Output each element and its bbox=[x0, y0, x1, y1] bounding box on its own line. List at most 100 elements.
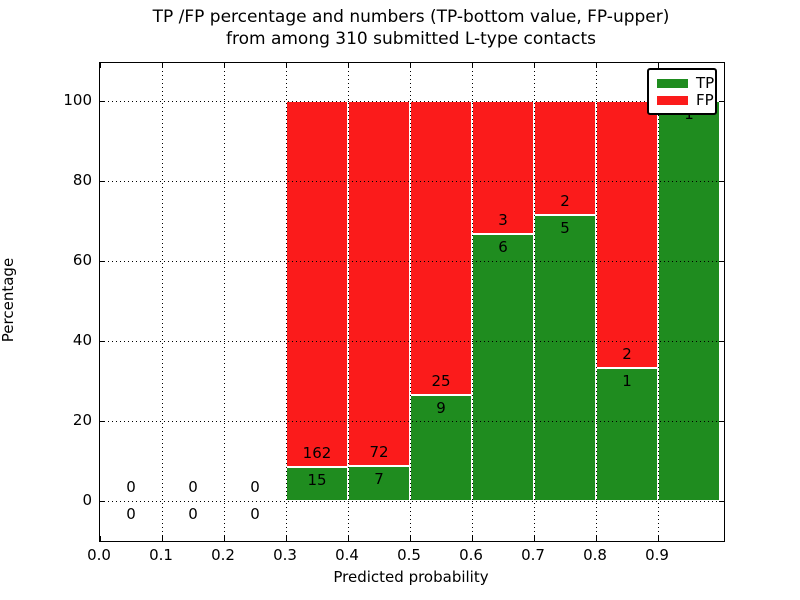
x-tick-mark-bottom bbox=[596, 536, 597, 541]
legend: TP FP bbox=[647, 68, 717, 115]
y-gridline bbox=[100, 261, 724, 262]
x-axis-label: Predicted probability bbox=[333, 568, 489, 586]
x-tick-mark-top bbox=[286, 63, 287, 68]
chart-title: TP /FP percentage and numbers (TP-bottom… bbox=[99, 6, 723, 50]
x-tick-label: 0.3 bbox=[273, 546, 297, 564]
x-tick-mark-bottom bbox=[658, 536, 659, 541]
x-tick-mark-bottom bbox=[472, 536, 473, 541]
x-tick-mark-bottom bbox=[162, 536, 163, 541]
fp-count-label: 25 bbox=[431, 372, 451, 391]
legend-label-tp: TP bbox=[696, 74, 715, 92]
x-tick-mark-top bbox=[472, 63, 473, 68]
fp-count-label: 0 bbox=[250, 478, 260, 496]
x-tick-mark-top bbox=[162, 63, 163, 68]
y-gridline bbox=[100, 421, 724, 422]
x-tick-label: 0.6 bbox=[459, 546, 483, 564]
tp-count-label: 0 bbox=[188, 505, 198, 523]
y-tick-label: 40 bbox=[72, 331, 92, 349]
legend-entry-fp: FP bbox=[657, 92, 715, 109]
y-gridline bbox=[100, 341, 724, 342]
x-tick-label: 0.5 bbox=[397, 546, 421, 564]
x-gridline bbox=[658, 63, 659, 541]
y-tick-mark-right bbox=[719, 501, 724, 502]
y-gridline bbox=[100, 501, 724, 502]
plot-area: TP FP 000000162157272593625211 bbox=[99, 62, 725, 542]
y-tick-mark-left bbox=[100, 181, 105, 182]
x-gridline bbox=[410, 63, 411, 541]
tp-count-label: 9 bbox=[436, 399, 446, 418]
tp-bar-segment bbox=[472, 234, 534, 501]
chart-title-line2: from among 310 submitted L-type contacts bbox=[225, 29, 596, 49]
fp-count-label: 0 bbox=[188, 478, 198, 496]
y-tick-mark-left bbox=[100, 101, 105, 102]
x-tick-mark-top bbox=[410, 63, 411, 68]
fp-bar-segment bbox=[472, 101, 534, 235]
y-tick-label: 100 bbox=[63, 91, 92, 109]
y-tick-mark-right bbox=[719, 421, 724, 422]
x-tick-mark-top bbox=[100, 63, 101, 68]
x-tick-mark-top bbox=[224, 63, 225, 68]
y-gridline bbox=[100, 181, 724, 182]
legend-label-fp: FP bbox=[696, 91, 714, 109]
tp-bar-segment bbox=[286, 467, 348, 501]
x-tick-label: 0.4 bbox=[335, 546, 359, 564]
y-tick-mark-left bbox=[100, 421, 105, 422]
tp-bar-segment bbox=[348, 465, 410, 501]
fp-color-swatch bbox=[657, 96, 688, 105]
y-tick-label: 20 bbox=[72, 411, 92, 429]
fp-bar-segment bbox=[410, 101, 472, 396]
x-tick-label: 0.0 bbox=[87, 546, 111, 564]
fp-count-label: 72 bbox=[369, 442, 389, 461]
tp-count-label: 7 bbox=[374, 469, 384, 488]
x-tick-mark-top bbox=[658, 63, 659, 68]
x-tick-label: 0.1 bbox=[149, 546, 173, 564]
tp-bar-segment bbox=[658, 101, 720, 501]
y-tick-label: 80 bbox=[72, 171, 92, 189]
x-tick-mark-bottom bbox=[534, 536, 535, 541]
y-tick-mark-right bbox=[719, 261, 724, 262]
tp-color-swatch bbox=[657, 79, 688, 88]
x-tick-label: 0.7 bbox=[521, 546, 545, 564]
x-tick-label: 0.9 bbox=[645, 546, 669, 564]
x-tick-mark-bottom bbox=[100, 536, 101, 541]
legend-entry-tp: TP bbox=[657, 75, 715, 92]
fp-bar-segment bbox=[596, 101, 658, 368]
y-tick-mark-right bbox=[719, 181, 724, 182]
fp-count-label: 0 bbox=[126, 478, 136, 496]
x-tick-mark-bottom bbox=[224, 536, 225, 541]
fp-count-label: 162 bbox=[302, 444, 332, 463]
y-tick-mark-left bbox=[100, 341, 105, 342]
x-tick-label: 0.2 bbox=[211, 546, 235, 564]
x-tick-mark-top bbox=[534, 63, 535, 68]
x-gridline bbox=[472, 63, 473, 541]
fp-bar-segment bbox=[348, 101, 410, 466]
y-tick-mark-right bbox=[719, 101, 724, 102]
chart-title-line1: TP /FP percentage and numbers (TP-bottom… bbox=[152, 7, 670, 27]
tp-count-label: 5 bbox=[560, 219, 570, 238]
tp-bar-segment bbox=[410, 395, 472, 501]
x-tick-mark-bottom bbox=[348, 536, 349, 541]
tp-count-label: 0 bbox=[250, 505, 260, 523]
fp-bar-segment bbox=[534, 101, 596, 216]
y-tick-mark-left bbox=[100, 261, 105, 262]
y-gridline bbox=[100, 101, 724, 102]
x-tick-mark-bottom bbox=[286, 536, 287, 541]
tp-count-label: 15 bbox=[307, 471, 327, 490]
x-gridline bbox=[534, 63, 535, 541]
y-tick-mark-left bbox=[100, 501, 105, 502]
tp-count-label: 6 bbox=[498, 238, 508, 257]
fp-bar-segment bbox=[286, 101, 348, 468]
tp-bar-segment bbox=[596, 367, 658, 501]
fp-count-label: 3 bbox=[498, 211, 508, 230]
x-tick-mark-bottom bbox=[410, 536, 411, 541]
tp-bar-segment bbox=[534, 215, 596, 501]
y-tick-mark-right bbox=[719, 341, 724, 342]
x-gridline bbox=[162, 63, 163, 541]
y-tick-label: 0 bbox=[82, 491, 92, 509]
x-gridline bbox=[224, 63, 225, 541]
x-tick-label: 0.8 bbox=[583, 546, 607, 564]
fp-count-label: 2 bbox=[560, 192, 570, 211]
fp-count-label: 2 bbox=[622, 344, 632, 363]
tp-count-label: 1 bbox=[622, 371, 632, 390]
